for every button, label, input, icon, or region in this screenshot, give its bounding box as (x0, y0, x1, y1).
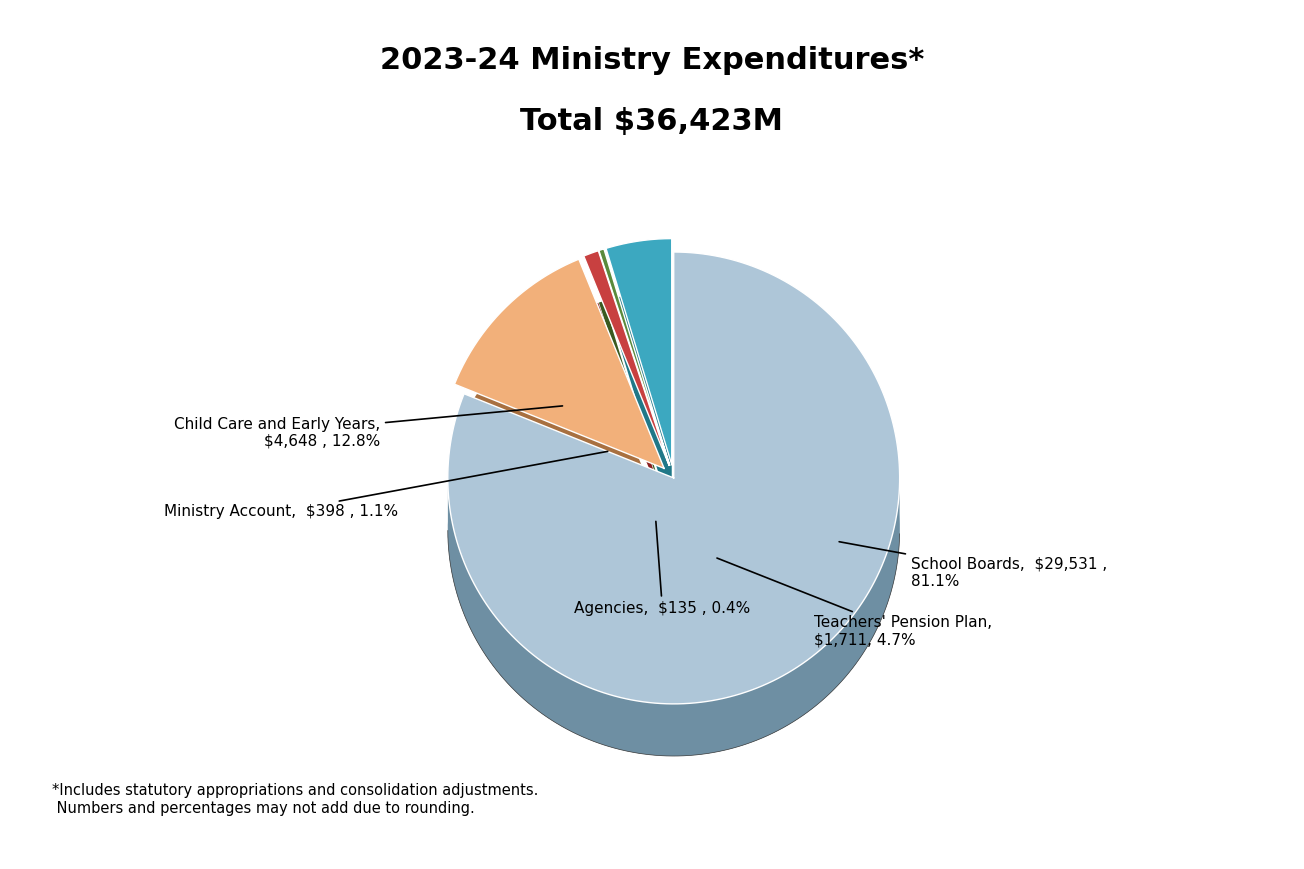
Polygon shape (455, 259, 664, 468)
Polygon shape (599, 249, 670, 465)
Polygon shape (584, 302, 669, 517)
Text: Total $36,423M: Total $36,423M (520, 107, 784, 136)
Polygon shape (584, 250, 669, 465)
Polygon shape (447, 304, 900, 756)
Text: Agencies,  $135 , 0.4%: Agencies, $135 , 0.4% (574, 521, 751, 616)
Text: Child Care and Early Years,
$4,648 , 12.8%: Child Care and Early Years, $4,648 , 12.… (173, 406, 562, 449)
Text: Ministry Account,  $398 , 1.1%: Ministry Account, $398 , 1.1% (164, 451, 608, 520)
Polygon shape (606, 291, 672, 517)
Text: Teachers' Pension Plan,
$1,711, 4.7%: Teachers' Pension Plan, $1,711, 4.7% (717, 558, 992, 647)
Polygon shape (599, 301, 670, 517)
Polygon shape (455, 311, 664, 521)
Text: School Boards,  $29,531 ,
81.1%: School Boards, $29,531 , 81.1% (840, 541, 1107, 589)
Polygon shape (606, 239, 672, 465)
Polygon shape (447, 252, 900, 704)
Text: 2023-24 Ministry Expenditures*: 2023-24 Ministry Expenditures* (379, 46, 925, 76)
Polygon shape (447, 483, 900, 756)
Text: *Includes statutory appropriations and consolidation adjustments.
 Numbers and p: *Includes statutory appropriations and c… (52, 783, 539, 816)
